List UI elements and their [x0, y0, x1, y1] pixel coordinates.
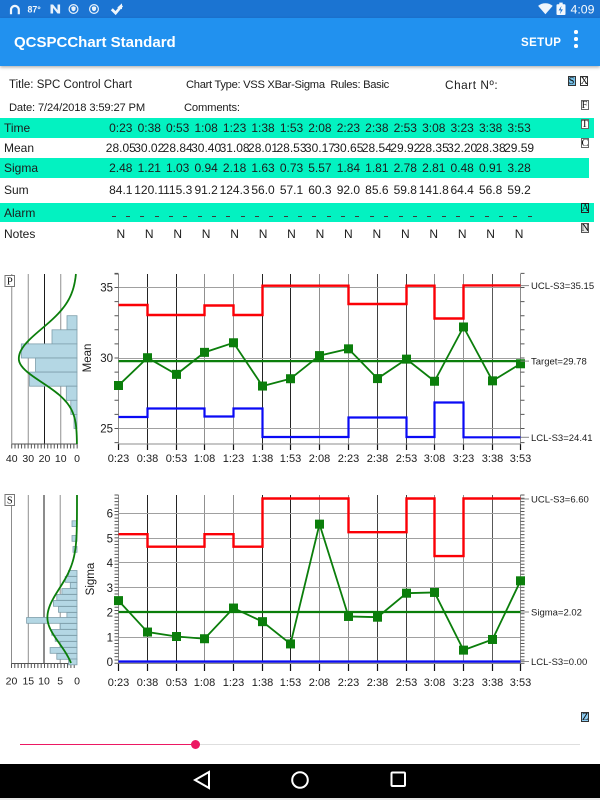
- svg-text:20: 20: [6, 676, 18, 688]
- svg-text:1:08: 1:08: [194, 677, 215, 689]
- svg-text:1: 1: [107, 632, 113, 644]
- svg-text:2:08: 2:08: [309, 453, 330, 465]
- svg-text:3:38: 3:38: [482, 677, 503, 689]
- svg-text:20: 20: [39, 453, 51, 465]
- svg-text:40: 40: [6, 453, 18, 465]
- svg-text:0: 0: [74, 453, 80, 465]
- svg-text:0: 0: [107, 657, 113, 669]
- svg-text:2:53: 2:53: [396, 677, 417, 689]
- svg-text:3:53: 3:53: [510, 677, 531, 689]
- svg-text:2: 2: [107, 608, 113, 620]
- svg-text:10: 10: [38, 676, 50, 688]
- svg-text:2:53: 2:53: [396, 453, 417, 465]
- svg-text:87°: 87°: [28, 4, 42, 14]
- svg-text:LCL-S3=0.00: LCL-S3=0.00: [531, 657, 587, 668]
- svg-text:2:38: 2:38: [367, 677, 388, 689]
- svg-text:15: 15: [22, 676, 34, 688]
- svg-text:6: 6: [107, 509, 113, 521]
- svg-text:0:53: 0:53: [166, 453, 187, 465]
- svg-text:3:08: 3:08: [424, 677, 445, 689]
- svg-text:1:08: 1:08: [194, 453, 215, 465]
- svg-text:S: S: [7, 496, 13, 507]
- svg-text:P: P: [7, 277, 13, 288]
- svg-text:3:23: 3:23: [453, 453, 474, 465]
- svg-text:UCL-S3=6.60: UCL-S3=6.60: [531, 495, 589, 506]
- svg-text:0:38: 0:38: [137, 677, 158, 689]
- svg-text:0:23: 0:23: [108, 677, 129, 689]
- svg-text:2:08: 2:08: [309, 677, 330, 689]
- svg-text:LCL-S3=24.41: LCL-S3=24.41: [531, 433, 593, 444]
- svg-text:3:53: 3:53: [510, 453, 531, 465]
- svg-text:3:23: 3:23: [453, 677, 474, 689]
- svg-text:2:38: 2:38: [367, 453, 388, 465]
- svg-text:1:23: 1:23: [223, 453, 244, 465]
- svg-text:0:23: 0:23: [108, 453, 129, 465]
- svg-text:3:08: 3:08: [424, 453, 445, 465]
- svg-text:1:53: 1:53: [280, 453, 301, 465]
- svg-text:5: 5: [107, 533, 113, 545]
- svg-text:1:53: 1:53: [280, 677, 301, 689]
- svg-text:1:38: 1:38: [252, 453, 273, 465]
- svg-text:25: 25: [100, 424, 113, 436]
- svg-text:Sigma: Sigma: [85, 562, 97, 595]
- svg-text:0: 0: [74, 676, 80, 688]
- svg-text:0:53: 0:53: [166, 677, 187, 689]
- svg-text:Target=29.78: Target=29.78: [531, 357, 587, 368]
- svg-text:5: 5: [57, 676, 63, 688]
- svg-text:1:38: 1:38: [252, 677, 273, 689]
- svg-text:2:23: 2:23: [338, 677, 359, 689]
- svg-text:30: 30: [22, 453, 34, 465]
- svg-text:10: 10: [55, 453, 67, 465]
- svg-text:Mean: Mean: [82, 344, 94, 373]
- svg-text:3:38: 3:38: [482, 453, 503, 465]
- svg-text:Sigma=2.02: Sigma=2.02: [531, 608, 582, 619]
- svg-text:1:23: 1:23: [223, 677, 244, 689]
- svg-text:UCL-S3=35.15: UCL-S3=35.15: [531, 281, 594, 292]
- svg-text:30: 30: [100, 353, 113, 365]
- svg-text:4: 4: [107, 558, 114, 570]
- svg-text:3: 3: [107, 583, 113, 595]
- svg-text:0:38: 0:38: [137, 453, 158, 465]
- svg-text:2:23: 2:23: [338, 453, 359, 465]
- svg-text:35: 35: [100, 283, 113, 295]
- svg-text:4:09: 4:09: [571, 3, 595, 17]
